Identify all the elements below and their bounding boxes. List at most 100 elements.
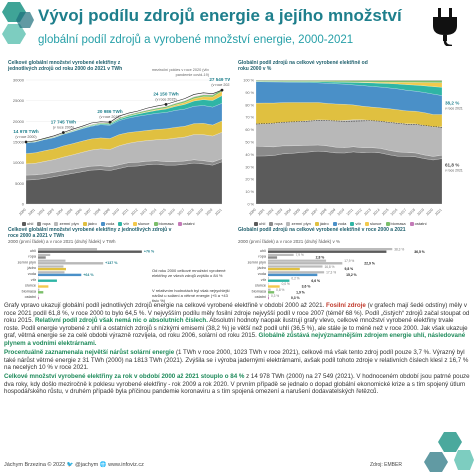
globe-icon: 🌐 bbox=[99, 462, 107, 468]
chart4-bar-2021 bbox=[268, 296, 269, 300]
chart4-category-label: ropa bbox=[258, 255, 266, 259]
chart1-point-sub: (v roce 2010) bbox=[99, 115, 120, 119]
chart1-point-marker bbox=[24, 140, 28, 144]
chart2-x-tick-label: 2011 bbox=[346, 208, 354, 216]
legend-label: biomasa bbox=[158, 221, 174, 226]
chart4-label-2021: 1,9 % bbox=[296, 290, 305, 294]
chart1-point-value: 17 745 TWh bbox=[51, 119, 76, 124]
footer-twitter[interactable]: @jachym bbox=[75, 462, 99, 468]
hexagon-decoration-left bbox=[2, 2, 34, 44]
chart4-category-label: jádro bbox=[257, 266, 266, 270]
chart1-legend: uhlí ropa zemní plyn jádro voda vítr slunce bio… bbox=[22, 221, 195, 226]
legend-label: jádro bbox=[319, 221, 329, 226]
chart2-x-tick-label: 2012 bbox=[355, 208, 363, 216]
p1-text-e: Absolutní hodnoty naopak ilustrují grafy… bbox=[4, 317, 468, 340]
chart1-x-tick-label: 2016 bbox=[168, 208, 176, 216]
chart2-x-tick-label: 2021 bbox=[434, 208, 442, 216]
chart3-bar-2000 bbox=[38, 253, 51, 256]
legend-item-ostatni: ostatní bbox=[177, 221, 195, 226]
legend-label: zemní plyn bbox=[291, 221, 311, 226]
chart1-x-tick-label: 2007 bbox=[84, 208, 92, 216]
legend-item-vitr: vítr bbox=[118, 221, 129, 226]
chart4-category-label: uhlí bbox=[260, 249, 267, 253]
chart1-y-tick-label: 5000 bbox=[15, 181, 25, 186]
chart4-bar-2021 bbox=[268, 250, 387, 253]
chart2-x-tick-label: 2014 bbox=[372, 208, 380, 216]
legend-label: voda bbox=[337, 221, 347, 226]
chart3-bar-2000 bbox=[38, 288, 40, 291]
chart3-category-label: ropa bbox=[28, 255, 36, 259]
chart4-bar-2021 bbox=[268, 256, 278, 259]
chart1-point-marker bbox=[220, 88, 224, 92]
chart4-bar-2000 bbox=[268, 271, 325, 274]
legend-label: ropa bbox=[42, 221, 51, 226]
chart1-y-tick-label: 15000 bbox=[13, 140, 25, 145]
chart2-x-tick-label: 2009 bbox=[328, 208, 336, 216]
chart3-bar-2000 bbox=[38, 271, 65, 274]
chart2-x-tick-label: 2007 bbox=[310, 208, 318, 216]
chart4-label-2021: 36,5 % bbox=[414, 250, 425, 254]
chart1-point-sub: (v roce 2015) bbox=[155, 97, 176, 101]
chart3-category-label: biomasa bbox=[22, 289, 37, 293]
chart1-x-tick-label: 2020 bbox=[205, 208, 213, 216]
chart4-label-2000: 16,8 % bbox=[325, 265, 335, 269]
p1-highlight-fossil: Fosilní zdroje bbox=[325, 302, 366, 309]
chart2-end-label-fossil: 61,8 % bbox=[445, 163, 459, 168]
paragraph-1: Grafy vpravo ukazují globální podíl jedn… bbox=[4, 302, 470, 348]
chart3-bar-2000 bbox=[38, 248, 98, 251]
legend-item-uhli: uhlí bbox=[22, 221, 33, 226]
chart1-x-tick-label: 2003 bbox=[46, 208, 54, 216]
chart2-x-tick-label: 2017 bbox=[399, 208, 407, 216]
chart4-bar-2000 bbox=[268, 259, 327, 262]
chart3-title: Celkové globální množství vyrobené elekt… bbox=[8, 227, 172, 239]
page-title: Vývoj podílu zdrojů energie a jejího mno… bbox=[38, 6, 402, 25]
chart1-point-sub: (v roce 2021) bbox=[211, 83, 230, 87]
legend-label: uhlí bbox=[259, 221, 266, 226]
chart2-end-sub: v roce 2021 bbox=[445, 107, 463, 111]
legend-item-voda: voda bbox=[332, 221, 347, 226]
chart3-bar-2021 bbox=[38, 256, 46, 259]
legend-label: uhlí bbox=[27, 221, 34, 226]
legend-label: ostatní bbox=[182, 221, 195, 226]
chart3-category-label: zemní plyn bbox=[18, 260, 36, 264]
chart2-y-tick-label: 40 % bbox=[245, 153, 254, 157]
legend-item-vitr: vítr bbox=[350, 221, 361, 226]
chart4-label-2021: 15,2 % bbox=[346, 273, 357, 277]
chart3-bar-2021 bbox=[38, 262, 104, 265]
chart4-label-2000: 17,9 % bbox=[344, 259, 354, 263]
chart4-label-2000: 0,0 % bbox=[282, 282, 290, 286]
chart2-x-tick-label: 2005 bbox=[293, 208, 301, 216]
chart4-bar-2021 bbox=[268, 291, 275, 294]
chart1-y-tick-label: 0 bbox=[22, 202, 25, 207]
legend-label: jádro bbox=[87, 221, 97, 226]
chart4-category-label: ostatní bbox=[255, 295, 267, 299]
chart2-end-sub: v roce 2021 bbox=[445, 169, 463, 173]
p1-highlight-relative: Relativní podíl zdrojů však nemá nic o a… bbox=[34, 317, 208, 325]
chart2-legend: uhlí ropa zemní plyn jádro voda vítr slunce bio… bbox=[254, 221, 427, 226]
chart2-y-tick-label: 60 % bbox=[245, 128, 254, 132]
chart4-bar-2000 bbox=[268, 277, 269, 280]
chart3-callout-2: V relativním hodnotách byl však nejrychl… bbox=[152, 288, 230, 303]
chart1-x-tick-label: 2021 bbox=[214, 208, 222, 216]
chart1-point-value: 20 986 TWh bbox=[97, 109, 122, 114]
chart2-y-tick-label: 30 % bbox=[245, 165, 254, 169]
chart1-x-tick-label: 2006 bbox=[74, 208, 82, 216]
chart4-category-label: slunce bbox=[255, 284, 266, 288]
chart4-label-2000: 0,8 % bbox=[276, 288, 284, 292]
chart4-label-2000: 7,9 % bbox=[296, 253, 304, 257]
footer-credits: Jáchym Brzezina © 2022 🐦 @jachym 🌐 www.i… bbox=[4, 462, 144, 468]
legend-item-ostatni: ostatní bbox=[409, 221, 427, 226]
chart1-x-tick-label: 2017 bbox=[177, 208, 185, 216]
chart3-category-label: ostatní bbox=[25, 295, 37, 299]
p3-text-b: z 14 978 TWh (2000) na 27 549 (2021). V … bbox=[4, 373, 470, 396]
chart4-label-2000: 17,3 % bbox=[326, 271, 336, 275]
header: Vývoj podílu zdrojů energie a jejího mno… bbox=[0, 0, 474, 56]
chart2-x-tick-label: 2020 bbox=[425, 208, 433, 216]
chart3-category-label: vítr bbox=[31, 278, 37, 282]
chart1-point-marker bbox=[164, 102, 168, 106]
chart4-bar-2000 bbox=[268, 294, 269, 297]
footer-website[interactable]: www.infoviz.cz bbox=[108, 462, 144, 468]
chart2-y-tick-label: 100 % bbox=[243, 79, 254, 83]
p2-text-b: (1 TWh v roce 2000, 1023 TWh v roce 2021… bbox=[4, 348, 469, 372]
legend-item-jadro: jádro bbox=[314, 221, 329, 226]
